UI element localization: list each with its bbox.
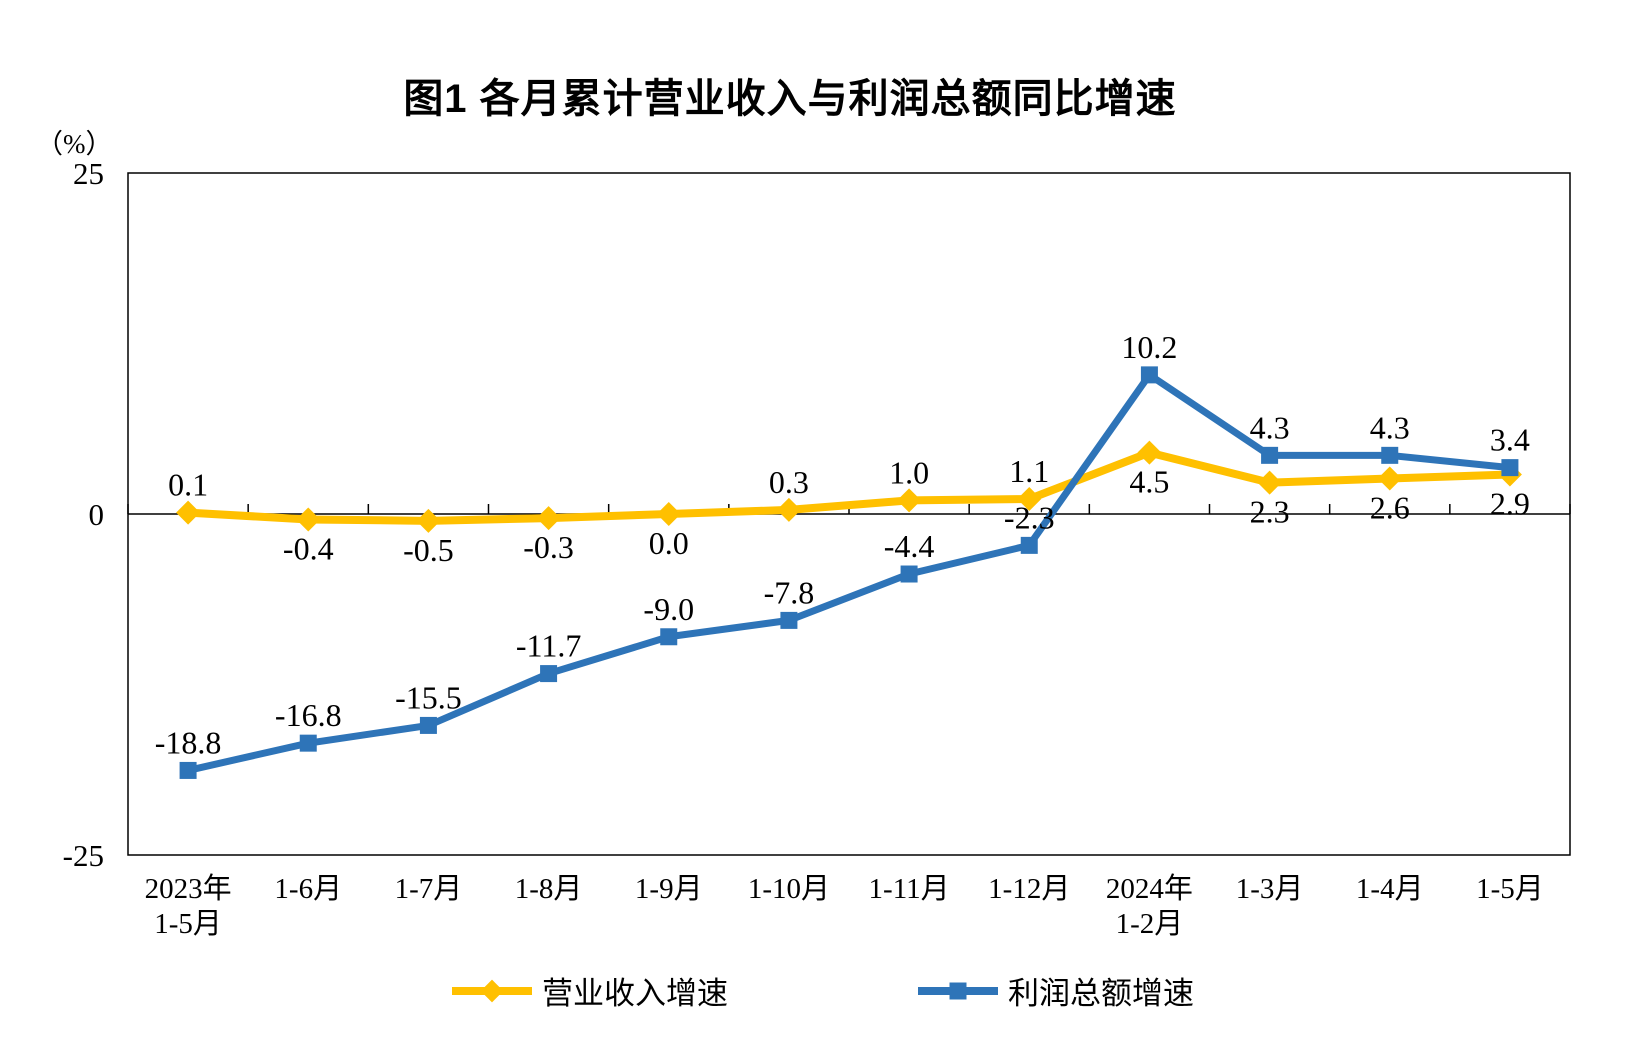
y-tick-label: 25 xyxy=(73,156,104,191)
diamond-marker-icon xyxy=(480,979,504,1002)
x-category-label: 1-10月 xyxy=(748,873,830,905)
profit-growth-marker xyxy=(179,761,197,779)
revenue-growth-data-label: 0.1 xyxy=(168,467,208,503)
legend-label-profit: 利润总额增速 xyxy=(1008,976,1194,1011)
revenue-growth-marker xyxy=(897,488,922,513)
revenue-growth-marker xyxy=(416,508,441,533)
profit-growth-data-label: -2.3 xyxy=(1004,499,1055,535)
profit-growth-line xyxy=(184,371,1514,774)
revenue-growth-data-label: 2.3 xyxy=(1250,494,1290,530)
y-tick-label: 0 xyxy=(89,497,105,532)
revenue-growth-marker xyxy=(1137,440,1162,465)
profit-growth-marker xyxy=(1261,446,1279,464)
profit-growth-marker xyxy=(1140,366,1158,384)
y-axis-unit-label: （%） xyxy=(36,129,113,159)
y-tick-label: -25 xyxy=(63,838,104,873)
profit-growth-data-label: -4.4 xyxy=(884,528,935,564)
profit-growth-marker xyxy=(1381,446,1399,464)
revenue-growth-data-label: 4.5 xyxy=(1129,464,1169,500)
legend-item-profit: 利润总额增速 xyxy=(918,968,1194,1013)
profit-growth-data-label: -11.7 xyxy=(516,628,581,664)
x-category-label-line2: 1-2月 xyxy=(1116,908,1184,940)
profit-growth-data-label: -7.8 xyxy=(764,574,815,610)
profit-growth-data-label: 4.3 xyxy=(1370,409,1410,445)
profit-growth-data-label: -16.8 xyxy=(275,697,342,733)
revenue-growth-line xyxy=(184,448,1514,525)
revenue-growth-data-label: 0.0 xyxy=(649,525,689,561)
x-category-label: 2023年 xyxy=(145,872,232,905)
x-category-label: 1-4月 xyxy=(1356,873,1424,905)
revenue-growth-marker xyxy=(776,497,801,522)
x-category-label: 1-3月 xyxy=(1236,873,1304,905)
revenue-line-swatch xyxy=(452,978,532,1004)
revenue-growth-data-label: -0.5 xyxy=(403,532,454,568)
revenue-growth-data-label: -0.3 xyxy=(523,529,574,565)
legend: 营业收入增速 利润总额增速 xyxy=(0,968,1646,1013)
x-category-label: 1-7月 xyxy=(395,873,463,905)
revenue-growth-data-label: 1.1 xyxy=(1009,453,1049,489)
profit-line-swatch xyxy=(918,978,998,1004)
revenue-growth-data-label: 0.3 xyxy=(769,464,809,500)
revenue-growth-data-label: 2.6 xyxy=(1370,490,1410,526)
revenue-growth-data-label: -0.4 xyxy=(283,530,334,566)
profit-growth-data-label: 4.3 xyxy=(1250,409,1290,445)
profit-growth-data-label: -18.8 xyxy=(155,724,222,760)
revenue-growth-marker xyxy=(656,502,681,526)
x-category-label: 1-11月 xyxy=(869,873,950,905)
profit-growth-marker xyxy=(1501,459,1519,477)
revenue-growth-data-label: 2.9 xyxy=(1490,485,1530,521)
profit-growth-marker xyxy=(1020,536,1038,554)
profit-growth-marker xyxy=(419,716,437,734)
revenue-growth-marker xyxy=(1377,466,1402,491)
x-category-label: 2024年 xyxy=(1106,872,1193,905)
profit-growth-marker xyxy=(540,665,558,683)
x-category-label: 1-8月 xyxy=(515,873,583,905)
revenue-growth-marker xyxy=(296,507,321,532)
x-category-label: 1-12月 xyxy=(988,873,1070,905)
revenue-growth-data-label: 1.0 xyxy=(889,454,929,490)
profit-growth-marker xyxy=(780,611,798,629)
profit-growth-data-label: 10.2 xyxy=(1121,329,1177,365)
profit-growth-data-label: 3.4 xyxy=(1490,422,1530,458)
x-category-label: 1-6月 xyxy=(274,873,342,905)
revenue-growth-marker xyxy=(176,500,201,525)
x-category-label-line2: 1-5月 xyxy=(154,908,222,940)
chart-title: 图1 各月累计营业收入与利润总额同比增速 xyxy=(403,77,1177,121)
profit-growth-data-label: -9.0 xyxy=(643,591,694,627)
square-marker-icon xyxy=(949,982,967,999)
legend-item-revenue: 营业收入增速 xyxy=(452,968,728,1013)
revenue-growth-marker xyxy=(1017,486,1042,511)
revenue-growth-marker xyxy=(1257,470,1282,495)
legend-label-revenue: 营业收入增速 xyxy=(542,976,728,1011)
profit-growth-marker xyxy=(660,628,678,646)
profit-growth-marker xyxy=(299,734,317,752)
x-category-label: 1-9月 xyxy=(635,873,703,905)
revenue-growth-marker xyxy=(536,506,561,531)
profit-growth-data-label: -15.5 xyxy=(395,679,462,715)
x-category-label: 1-5月 xyxy=(1476,873,1544,905)
profit-growth-marker xyxy=(900,565,918,583)
